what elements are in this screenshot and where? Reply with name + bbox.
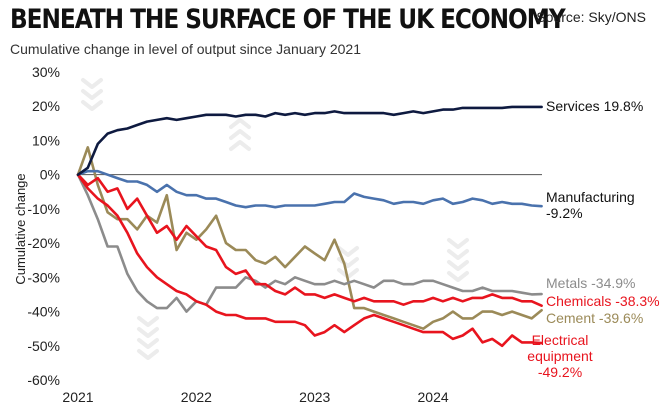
series-line [76, 173, 543, 348]
series-end-label: equipment [527, 348, 592, 364]
y-tick-label: -40% [27, 304, 60, 320]
chevron-icon [81, 100, 103, 111]
chevron-icon [337, 246, 359, 257]
series-end-label: Metals -34.9% [546, 275, 635, 291]
series-line [76, 173, 543, 313]
chevron-icon [447, 249, 469, 260]
page-title: BENEATH THE SURFACE OF THE UK ECONOMY [10, 4, 566, 35]
chevron-icon [229, 140, 251, 151]
background-chevrons [81, 78, 469, 360]
chevron-stack [337, 246, 359, 279]
x-tick-label: 2024 [418, 389, 449, 405]
chevron-stack [137, 316, 159, 360]
y-tick-label: 0% [40, 167, 60, 183]
x-tick-label: 2023 [299, 389, 330, 405]
series-line [76, 146, 543, 331]
chevron-stack [81, 78, 103, 111]
chevron-icon [447, 238, 469, 249]
series-end-label: Services 19.8% [546, 98, 643, 114]
y-tick-label: -20% [27, 235, 60, 251]
chart-axes: 30% 20% 10% 0% -10% -20% -30% -40% -50% -60% Cumul… [13, 64, 542, 405]
series-line [76, 173, 543, 308]
y-tick-label: -30% [27, 269, 60, 285]
chevron-icon [137, 327, 159, 338]
series-end-label: -49.2% [538, 364, 582, 380]
y-tick-label: -50% [27, 338, 60, 354]
series-end-labels: Services 19.8% Manufacturing-9.2% Metals -… [527, 98, 659, 380]
x-tick-label: 2022 [181, 389, 212, 405]
y-tick-label: -60% [27, 372, 60, 388]
chevron-icon [137, 349, 159, 360]
series-line [76, 105, 543, 176]
chevron-stack [447, 238, 469, 282]
series-end-label: Electrical [532, 332, 589, 348]
chevron-icon [229, 118, 251, 129]
series-end-label: Manufacturing [546, 189, 635, 205]
y-tick-label: -10% [27, 201, 60, 217]
chevron-icon [137, 338, 159, 349]
series-end-label: Cement -39.6% [546, 310, 643, 326]
chevron-icon [229, 129, 251, 140]
chevron-icon [447, 260, 469, 271]
series-end-label: Chemicals -38.3% [546, 293, 660, 309]
y-tick-label: 30% [32, 64, 60, 80]
y-tick-label: 10% [32, 132, 60, 148]
source-label: Source: Sky/ONS [536, 9, 646, 25]
chevron-icon [81, 78, 103, 89]
x-tick-label: 2021 [62, 389, 93, 405]
chevron-icon [81, 89, 103, 100]
series-end-label: -9.2% [546, 205, 583, 221]
y-axis-label: Cumulative change [13, 173, 28, 284]
series-line [76, 169, 543, 209]
series-lines [76, 105, 543, 348]
chevron-icon [447, 271, 469, 282]
y-tick-label: 20% [32, 98, 60, 114]
chart-subtitle: Cumulative change in level of output sin… [10, 41, 361, 57]
chevron-stack [229, 118, 251, 151]
chevron-icon [137, 316, 159, 327]
